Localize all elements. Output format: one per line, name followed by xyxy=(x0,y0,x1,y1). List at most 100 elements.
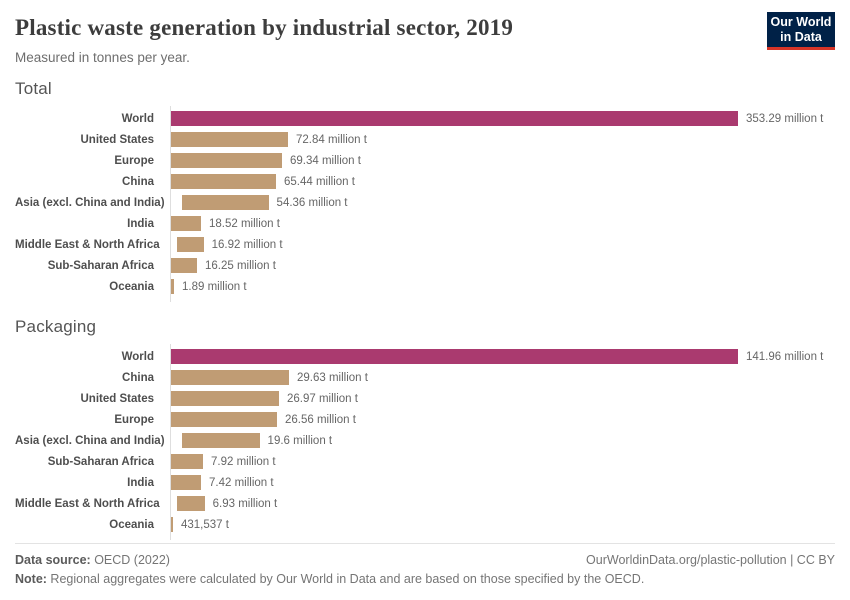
row-label: Asia (excl. China and India) xyxy=(15,434,165,447)
bar-value-label: 26.97 million t xyxy=(287,392,358,405)
row-label: Oceania xyxy=(109,518,154,531)
note-value: Regional aggregates were calculated by O… xyxy=(46,572,645,587)
data-source: Data source: OECD (2022) xyxy=(15,553,170,567)
bar-value-label: 65.44 million t xyxy=(284,175,355,188)
bar xyxy=(171,517,173,533)
row-label: United States xyxy=(80,392,155,405)
section-rows: World 141.96 million t China 29.63 million … xyxy=(15,344,835,541)
row-label: Europe xyxy=(114,413,154,426)
bar xyxy=(181,433,260,449)
chart-row: India 7.42 million t xyxy=(15,472,835,493)
bar-track: 353.29 million t xyxy=(162,108,835,129)
y-axis-line xyxy=(170,106,171,303)
row-label: Oceania xyxy=(109,280,154,293)
bar-value-label: 19.6 million t xyxy=(267,434,333,447)
bar-track: 19.6 million t xyxy=(173,430,835,451)
chart-row: World 141.96 million t xyxy=(15,346,835,367)
bar-value-label: 7.92 million t xyxy=(211,455,276,468)
bar-value-label: 69.34 million t xyxy=(290,154,361,167)
bar-value-label: 141.96 million t xyxy=(746,350,824,363)
row-label: World xyxy=(121,350,154,363)
bar-value-label: 26.56 million t xyxy=(285,413,356,426)
chart-row: United States 26.97 million t xyxy=(15,388,835,409)
bar-track: 141.96 million t xyxy=(162,346,835,367)
y-axis-line xyxy=(170,344,171,541)
bar-value-label: 72.84 million t xyxy=(296,133,367,146)
bar-track: 16.92 million t xyxy=(168,234,835,255)
chart-row: India 18.52 million t xyxy=(15,213,835,234)
bar xyxy=(176,237,204,253)
bar xyxy=(171,132,288,148)
chart-row: Europe 26.56 million t xyxy=(15,409,835,430)
bar xyxy=(176,496,205,512)
bar xyxy=(171,370,289,386)
section-title: Packaging xyxy=(15,317,97,337)
chart-row: Middle East & North Africa 16.92 million … xyxy=(15,234,835,255)
bar xyxy=(171,153,282,169)
bar-track: 65.44 million t xyxy=(162,171,835,192)
bar xyxy=(171,111,738,127)
row-label: China xyxy=(122,371,154,384)
bar-value-label: 7.42 million t xyxy=(209,476,274,489)
chart-section: Packaging World 141.96 million t China 29.63… xyxy=(15,317,835,541)
bar-track: 29.63 million t xyxy=(162,367,835,388)
section-title: Total xyxy=(15,79,52,99)
row-label: China xyxy=(122,175,154,188)
bar xyxy=(171,454,203,470)
chart-row: China 65.44 million t xyxy=(15,171,835,192)
bar xyxy=(171,349,738,365)
owid-logo-line2: in Data xyxy=(780,29,822,44)
row-label: Asia (excl. China and India) xyxy=(15,196,165,209)
chart-row: United States 72.84 million t xyxy=(15,129,835,150)
bar-value-label: 1.89 million t xyxy=(182,280,247,293)
bar xyxy=(171,174,276,190)
chart-note: Note: Regional aggregates were calculate… xyxy=(15,572,835,586)
owid-logo[interactable]: Our World in Data xyxy=(767,12,835,50)
bar-value-label: 6.93 million t xyxy=(212,497,278,510)
bar-track: 18.52 million t xyxy=(162,213,835,234)
bar-value-label: 16.25 million t xyxy=(205,259,276,272)
data-source-label: Data source: xyxy=(15,553,91,568)
bar-track: 16.25 million t xyxy=(162,255,835,276)
bar-value-label: 29.63 million t xyxy=(297,371,368,384)
row-label: United States xyxy=(80,133,155,146)
row-label: Sub-Saharan Africa xyxy=(47,259,154,272)
data-source-value: OECD (2022) xyxy=(90,553,170,568)
note-label: Note: xyxy=(15,572,47,587)
bar-track: 1.89 million t xyxy=(162,276,835,297)
bar xyxy=(171,475,201,491)
bar-value-label: 54.36 million t xyxy=(276,196,348,209)
bar-value-label: 18.52 million t xyxy=(209,217,280,230)
row-label: India xyxy=(127,217,154,230)
bar-track: 7.42 million t xyxy=(162,472,835,493)
bar-track: 26.56 million t xyxy=(162,409,835,430)
bar xyxy=(171,216,201,232)
bar xyxy=(171,391,279,407)
row-label: World xyxy=(121,112,154,125)
chart-row: Middle East & North Africa 6.93 million t xyxy=(15,493,835,514)
chart-row: Sub-Saharan Africa 7.92 million t xyxy=(15,451,835,472)
row-label: Europe xyxy=(114,154,154,167)
row-label: Middle East & North Africa xyxy=(15,238,160,251)
bar-value-label: 353.29 million t xyxy=(746,112,824,125)
chart-row: Sub-Saharan Africa 16.25 million t xyxy=(15,255,835,276)
bar xyxy=(171,258,197,274)
row-label: Sub-Saharan Africa xyxy=(47,455,154,468)
chart-row: Asia (excl. China and India) 54.36 millio… xyxy=(15,192,835,213)
bar-track: 26.97 million t xyxy=(162,388,835,409)
owid-attribution-link[interactable]: OurWorldinData.org/plastic-pollution | C… xyxy=(586,553,835,568)
row-label: Middle East & North Africa xyxy=(15,497,160,510)
chart-row: Oceania 1.89 million t xyxy=(15,276,835,297)
chart-row: Oceania 431,537 t xyxy=(15,514,835,535)
bar-track: 72.84 million t xyxy=(162,129,835,150)
bar-track: 54.36 million t xyxy=(173,192,835,213)
chart-row: China 29.63 million t xyxy=(15,367,835,388)
chart-row: Europe 69.34 million t xyxy=(15,150,835,171)
bar xyxy=(181,195,269,211)
chart-footer: Data source: OECD (2022) OurWorldinData.… xyxy=(15,543,835,586)
chart: Total World 353.29 million t United States 7… xyxy=(15,79,835,541)
chart-row: World 353.29 million t xyxy=(15,108,835,129)
bar xyxy=(171,279,174,295)
bar-track: 431,537 t xyxy=(162,514,835,535)
